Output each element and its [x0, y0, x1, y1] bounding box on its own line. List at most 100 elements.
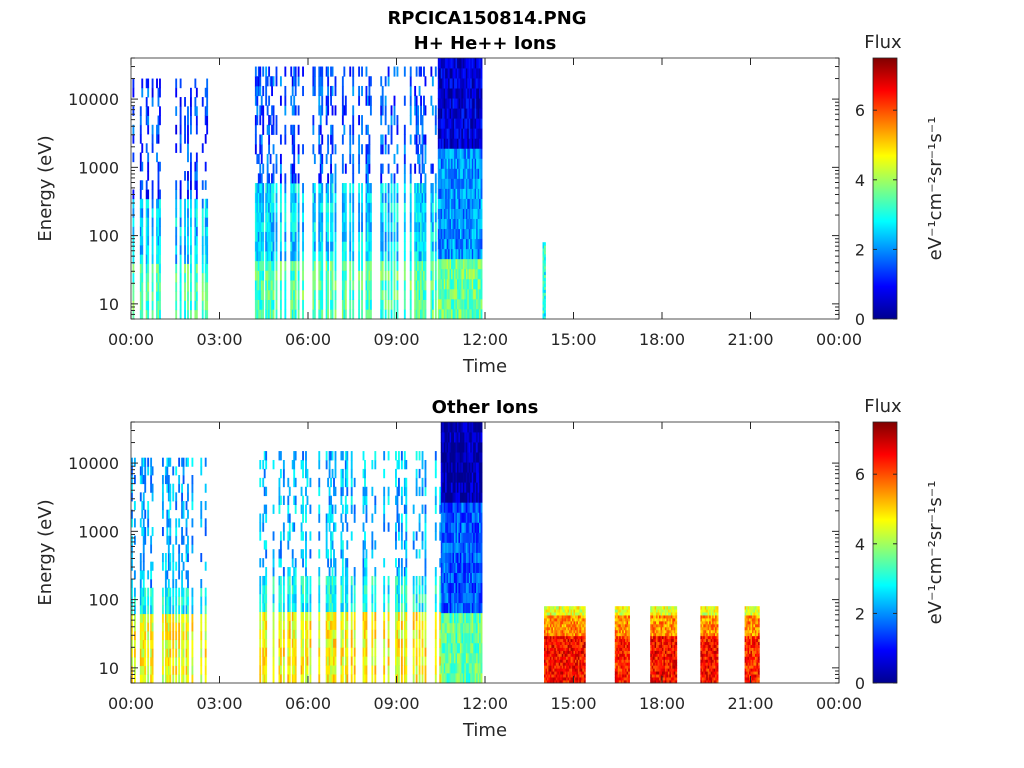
- heatmap-cell: [440, 148, 443, 159]
- heatmap-cell: [405, 584, 408, 595]
- heatmap-cell: [353, 575, 356, 586]
- heatmap-cell: [272, 629, 275, 639]
- heatmap-cell: [131, 613, 133, 623]
- heatmap-cell: [204, 208, 207, 218]
- heatmap-cell: [279, 260, 282, 271]
- heatmap-cell: [169, 492, 172, 502]
- heatmap-cell: [470, 198, 473, 209]
- heatmap-cell: [443, 128, 446, 139]
- heatmap-cell: [462, 522, 465, 533]
- heatmap-cell: [448, 78, 451, 89]
- heatmap-cell: [544, 310, 546, 314]
- heatmap-cell: [405, 522, 408, 532]
- heatmap-cell: [187, 596, 189, 606]
- heatmap-cell: [415, 231, 418, 242]
- heatmap-cell: [443, 642, 446, 654]
- heatmap-cell: [473, 138, 476, 149]
- heatmap-cell: [420, 270, 422, 281]
- heatmap-cell: [424, 522, 427, 532]
- heatmap-cell: [184, 282, 186, 292]
- heatmap-cell: [195, 208, 198, 218]
- heatmap-cell: [271, 260, 273, 271]
- heatmap-cell: [358, 270, 361, 281]
- heatmap-cell: [331, 270, 334, 281]
- heatmap-cell: [415, 144, 418, 155]
- heatmap-cell: [144, 622, 147, 632]
- heatmap-cell: [187, 631, 189, 641]
- heatmap-cell: [445, 522, 448, 533]
- heatmap-cell: [465, 502, 468, 513]
- heatmap-cell: [272, 611, 275, 621]
- heatmap-cell: [461, 308, 464, 320]
- heatmap-cell: [440, 482, 443, 493]
- heatmap-cell: [552, 656, 555, 660]
- heatmap-cell: [400, 495, 403, 505]
- heatmap-cell: [477, 442, 480, 453]
- heatmap-cell: [266, 231, 269, 242]
- heatmap-cell: [256, 221, 259, 233]
- heatmap-cell: [331, 66, 334, 77]
- heatmap-cell: [442, 148, 445, 159]
- heatmap-cell: [319, 231, 322, 242]
- heatmap-cell: [476, 198, 479, 209]
- heatmap-cell: [278, 674, 281, 684]
- heatmap-cell: [455, 98, 458, 109]
- heatmap-cell: [477, 672, 480, 684]
- heatmap-cell: [278, 593, 281, 604]
- heatmap-cell: [361, 183, 363, 194]
- heatmap-cell: [544, 647, 546, 651]
- heatmap-cell: [473, 68, 476, 79]
- heatmap-cell: [352, 173, 355, 184]
- heatmap-cell: [468, 572, 471, 584]
- heatmap-cell: [144, 648, 147, 658]
- heatmap-cell: [434, 522, 437, 532]
- heatmap-cell: [414, 251, 417, 262]
- heatmap-cell: [542, 298, 545, 302]
- heatmap-cell: [367, 212, 369, 223]
- heatmap-cell: [259, 575, 262, 586]
- heatmap-cell: [552, 629, 555, 634]
- heatmap-cell: [187, 208, 189, 218]
- heatmap-cell: [480, 572, 483, 584]
- heatmap-cell: [371, 629, 374, 639]
- heatmap-cell: [477, 128, 480, 139]
- heatmap-cell: [403, 540, 406, 550]
- heatmap-cell: [473, 198, 476, 209]
- heatmap-cell: [443, 612, 446, 624]
- heatmap-cell: [549, 618, 552, 622]
- heatmap-cell: [454, 552, 456, 563]
- heatmap-cell: [334, 260, 337, 271]
- heatmap-cell: [452, 98, 455, 109]
- heatmap-cell: [191, 492, 194, 502]
- heatmap-cell: [293, 105, 296, 116]
- heatmap-cell: [172, 483, 175, 493]
- heatmap-cell: [409, 105, 412, 116]
- heatmap-cell: [396, 251, 399, 262]
- heatmap-cell: [546, 620, 549, 625]
- heatmap-cell: [551, 656, 554, 660]
- heatmap-cell: [455, 462, 458, 473]
- heatmap-cell: [321, 251, 324, 262]
- heatmap-cell: [439, 629, 442, 639]
- heatmap-cell: [451, 442, 453, 453]
- heatmap-cell: [455, 552, 458, 563]
- heatmap-cell: [458, 462, 461, 473]
- heatmap-cell: [440, 602, 443, 614]
- heatmap-cell: [476, 552, 479, 563]
- heatmap-cell: [446, 68, 449, 79]
- heatmap-cell: [318, 549, 321, 559]
- heatmap-cell: [302, 144, 304, 155]
- heatmap-cell: [442, 228, 445, 240]
- heatmap-cell: [204, 622, 207, 632]
- heatmap-cell: [374, 495, 377, 505]
- heatmap-cell: [548, 668, 551, 672]
- heatmap-cell: [437, 128, 440, 139]
- heatmap-cell: [477, 612, 480, 624]
- heatmap-cell: [544, 620, 546, 625]
- heatmap-cell: [325, 575, 328, 586]
- heatmap-cell: [265, 241, 268, 252]
- heatmap-cell: [480, 422, 483, 433]
- heatmap-cell: [131, 457, 133, 467]
- heatmap-cell: [551, 680, 554, 684]
- heatmap-cell: [294, 656, 297, 666]
